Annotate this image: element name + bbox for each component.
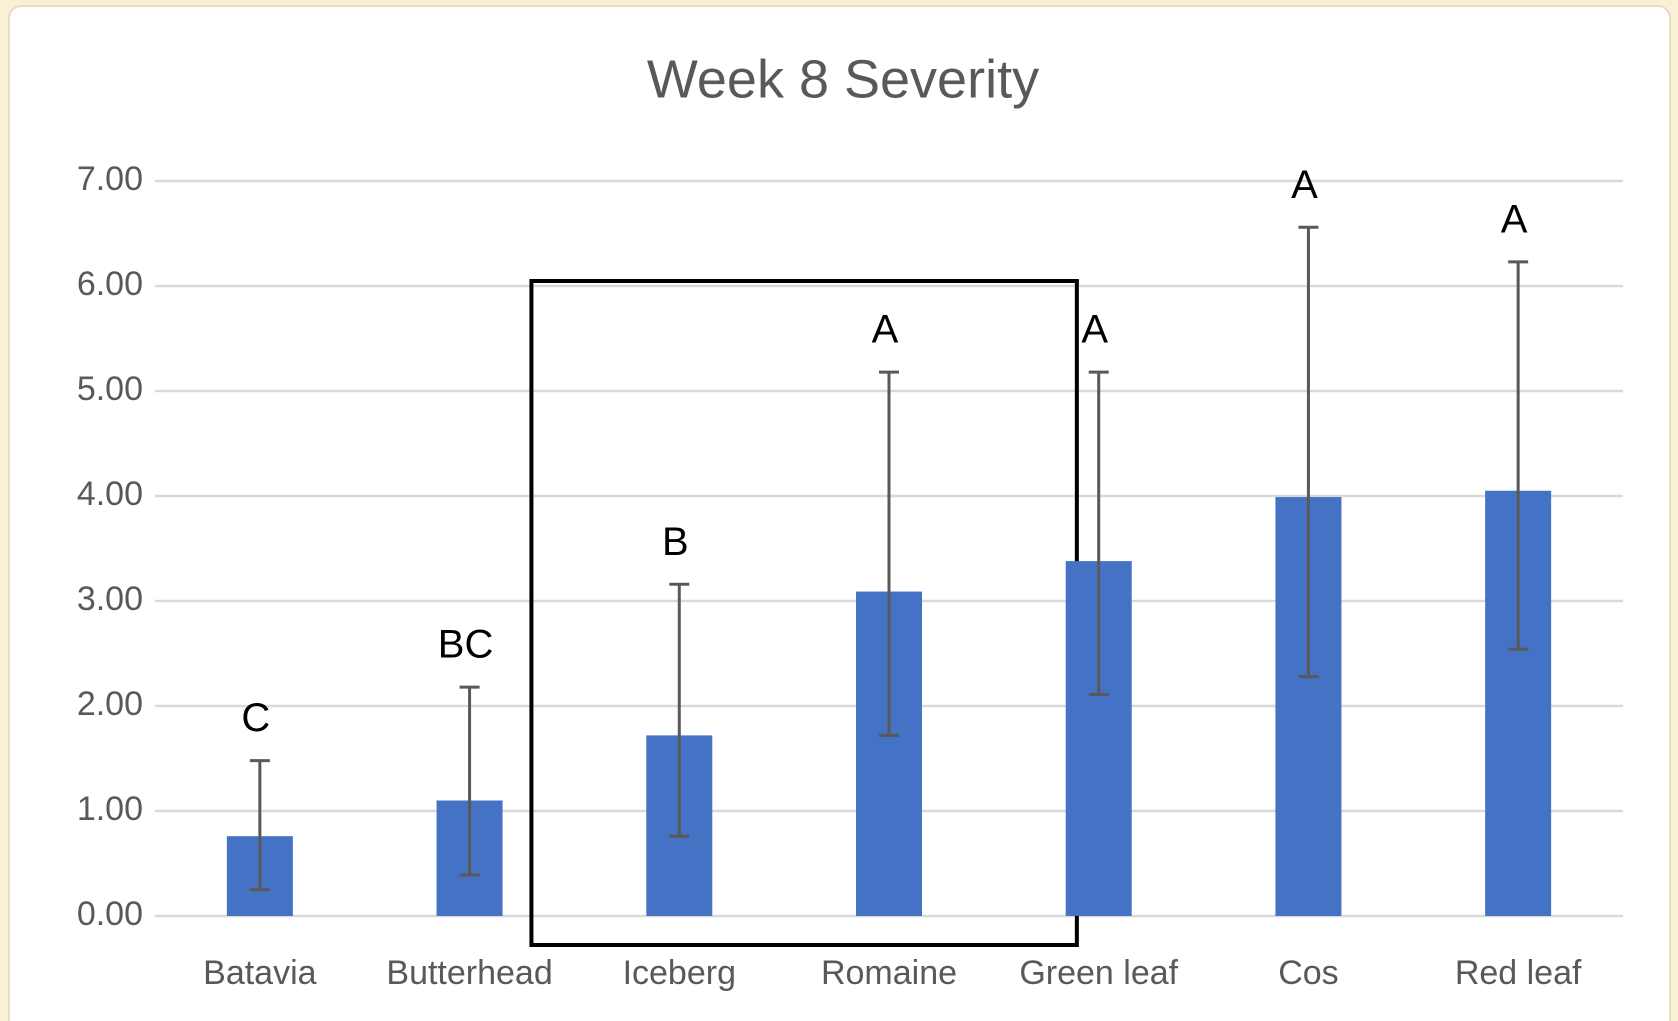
y-tick-label: 4.00 (77, 475, 143, 513)
y-tick-label: 3.00 (77, 580, 143, 618)
y-tick-label: 7.00 (77, 160, 143, 198)
annotation: A (1501, 197, 1528, 241)
annotation: A (1081, 308, 1108, 352)
y-tick-label: 0.00 (77, 895, 143, 933)
x-tick-label: Romaine (821, 954, 957, 992)
x-tick-label: Iceberg (623, 954, 736, 992)
chart-title: Week 8 Severity (647, 49, 1039, 109)
annotation: A (872, 308, 899, 352)
annotation: BC (438, 623, 494, 667)
y-tick-label: 5.00 (77, 370, 143, 408)
x-tick-label: Batavia (203, 954, 316, 992)
chart-panel (8, 5, 1671, 1021)
y-tick-label: 6.00 (77, 265, 143, 303)
annotation: A (1291, 163, 1318, 207)
x-tick-label: Butterhead (386, 954, 552, 992)
y-tick-label: 2.00 (77, 685, 143, 723)
x-tick-label: Red leaf (1455, 954, 1582, 992)
x-tick-label: Green leaf (1019, 954, 1178, 992)
annotation: C (241, 696, 270, 740)
annotation: B (662, 520, 689, 564)
x-tick-label: Cos (1278, 954, 1338, 992)
y-tick-label: 1.00 (77, 790, 143, 828)
